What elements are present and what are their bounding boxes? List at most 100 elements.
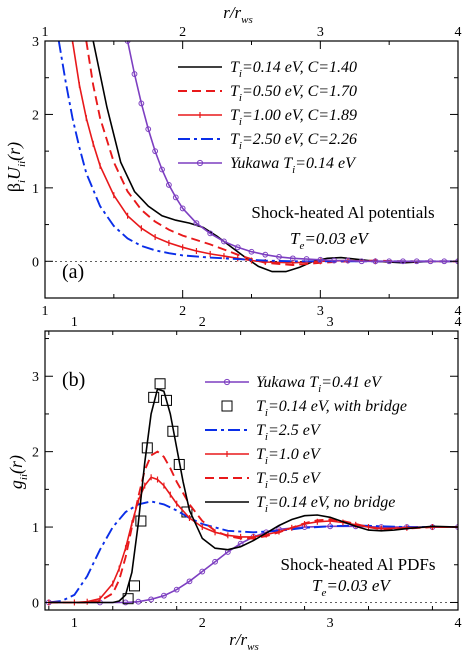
data-point [122, 593, 134, 605]
data-point [172, 194, 179, 201]
data-point [193, 220, 200, 227]
data-point [234, 244, 241, 251]
data-point [331, 257, 338, 264]
data-point [145, 126, 152, 133]
series-2 [85, 41, 458, 266]
y-tick-label: 1 [32, 182, 39, 197]
y-tick-label: 1 [32, 521, 39, 536]
series-line [57, 41, 458, 263]
x-tick-label-top: 1 [42, 25, 49, 40]
x-tick-label: 3 [317, 304, 324, 319]
data-point [166, 182, 172, 188]
panel-b-plot: 1 1 2 2 3 3 4 4 0 1 2 3 Yukawa Ti=0.41 eV Ti=0.14 eV,… [32, 315, 462, 631]
x-tick-label: 2 [179, 304, 186, 319]
data-point [135, 598, 142, 605]
panel-b-ylabel: gii(r) [6, 455, 30, 489]
data-point [173, 586, 180, 593]
legend: Yukawa Ti=0.41 eV Ti=0.14 eV, with bridge… [205, 374, 407, 515]
data-point [386, 258, 393, 265]
series-line [48, 450, 458, 604]
data-point [207, 230, 214, 237]
data-point [358, 258, 365, 265]
y-tick-label: 2 [32, 446, 39, 461]
top-axis-label: r/rws [223, 3, 253, 26]
series-line [48, 388, 458, 604]
panel-b-label: (b) [62, 369, 85, 391]
data-point [248, 248, 255, 255]
y-tick-label: 0 [32, 596, 39, 611]
y-tick-label: 3 [32, 370, 39, 385]
panel-a-label: (a) [62, 261, 84, 283]
data-point [135, 515, 147, 527]
x-tick-label-top: 2 [199, 315, 206, 330]
x-tick-label-top: 4 [455, 25, 462, 40]
legend-label: Ti=1.0 eV [256, 446, 322, 467]
data-point [161, 592, 167, 599]
data-point [148, 596, 155, 603]
legend-label: Ti=0.50 eV, C=1.70 [230, 83, 357, 104]
y-tick-label: 2 [32, 108, 39, 123]
data-point [289, 255, 296, 262]
legend: Ti=0.14 eV, C=1.40 Ti=0.50 eV, C=1.70 Ti=1… [178, 59, 357, 176]
panel-b-annotation-line1: Shock-heated Al PDFs [281, 555, 436, 574]
x-tick-label-top: 4 [455, 315, 462, 330]
data-point [413, 258, 420, 265]
data-point [179, 205, 186, 212]
panel-b-annotation-line2: Te=0.03 eV [312, 576, 392, 599]
legend-label: Ti=2.5 eV [256, 422, 322, 443]
data-point [160, 394, 172, 406]
series-5 [48, 450, 458, 604]
panel-a-annotation-line1: Shock-heated Al potentials [251, 203, 434, 222]
data-point [427, 258, 434, 265]
y-tick-label: 0 [32, 255, 39, 270]
data-point [186, 578, 193, 585]
panel-a-ylabel: βiUii(r) [4, 142, 28, 192]
bottom-axis-label: r/rws [229, 630, 259, 653]
x-tick-label: 3 [327, 616, 334, 631]
data-point [400, 258, 406, 265]
data-point [221, 238, 227, 245]
panel-a-annotation-line2: Te=0.03 eV [290, 229, 370, 252]
series-line [126, 41, 458, 263]
x-tick-label-top: 3 [317, 25, 324, 40]
data-point [131, 71, 138, 77]
x-tick-label: 4 [455, 304, 462, 319]
panel-a-plot: 1 1 2 2 3 3 4 4 0 1 2 3 Ti=0.14 eV, C=1.40 Ti=0.50 eV… [32, 25, 462, 319]
x-tick-label: 1 [42, 304, 49, 319]
data-point [124, 41, 131, 44]
legend-label: Ti=0.14 eV, no bridge [256, 494, 395, 515]
data-point [159, 166, 165, 173]
series-4 [57, 41, 458, 263]
series-line [48, 500, 458, 604]
x-tick-label: 1 [71, 616, 78, 631]
legend-label: Ti=1.00 eV, C=1.89 [230, 107, 357, 128]
data-point [154, 378, 166, 390]
legend-label: Ti=0.14 eV, with bridge [256, 398, 407, 419]
x-tick-label: 4 [455, 616, 462, 631]
plot-frame [44, 330, 459, 611]
legend-marker [221, 400, 233, 412]
legend-label: Yukawa Ti=0.14 eV [230, 155, 357, 176]
data-point [344, 257, 351, 264]
series-line [85, 41, 458, 266]
data-point [152, 148, 159, 155]
x-tick-label-top: 2 [179, 25, 186, 40]
y-tick-label: 3 [32, 35, 39, 50]
data-point [212, 558, 218, 565]
legend-label: Ti=0.14 eV, C=1.40 [230, 59, 357, 80]
legend-label: Ti=0.5 eV [256, 470, 322, 491]
legend-label: Yukawa Ti=0.41 eV [256, 374, 383, 395]
legend-marker [223, 378, 231, 386]
legend-marker [196, 159, 204, 167]
data-point [138, 100, 145, 107]
x-tick-label-top: 1 [71, 315, 78, 330]
data-point [262, 251, 269, 258]
data-point [199, 568, 206, 575]
series-2 [122, 378, 193, 605]
series-3 [48, 500, 458, 604]
data-point [129, 580, 141, 592]
x-tick-label: 2 [199, 616, 206, 631]
data-point [441, 258, 448, 265]
data-point [372, 258, 379, 265]
